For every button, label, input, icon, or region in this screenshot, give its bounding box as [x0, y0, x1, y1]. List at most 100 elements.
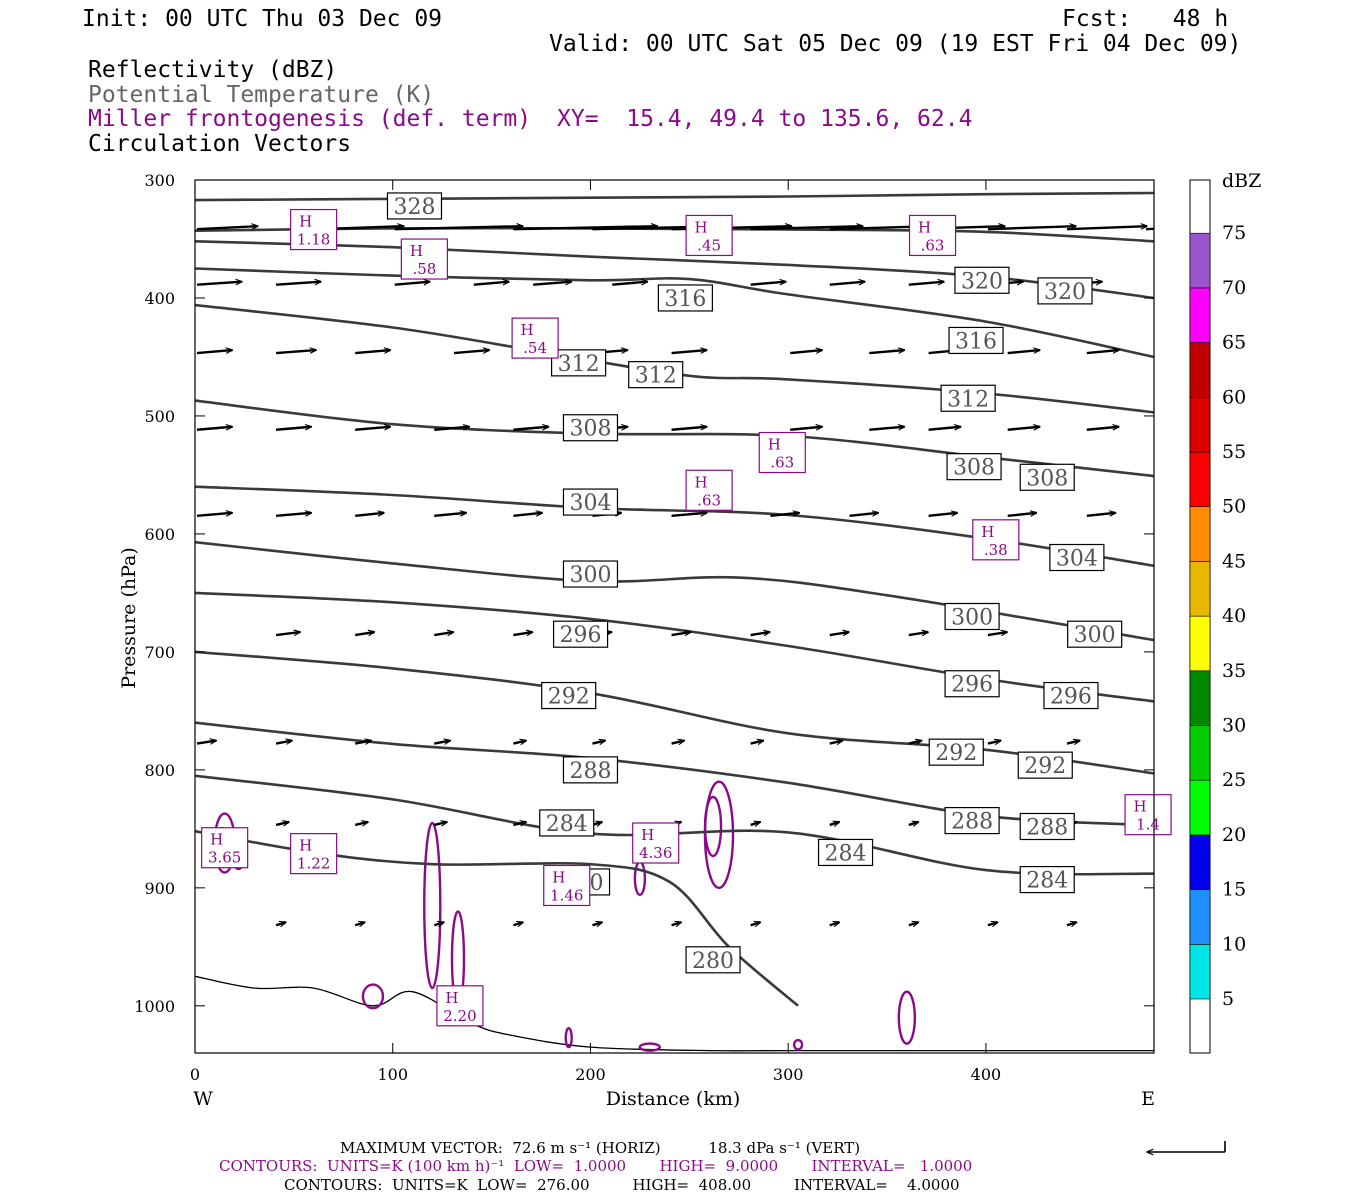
- circulation-vector: [1066, 226, 1147, 231]
- high-label-box: [972, 519, 1020, 561]
- maximum-vector: MAXIMUM VECTOR: 72.6 m s⁻¹ (HORIZ) 18.3 …: [340, 1139, 861, 1157]
- high-value: 1.22: [297, 855, 330, 873]
- contours-theta: CONTOURS: UNITS=K LOW= 276.00 HIGH= 408.…: [284, 1176, 960, 1194]
- colorbar-label: 65: [1222, 332, 1246, 354]
- x-tick-label: 200: [575, 1065, 606, 1084]
- frontogenesis-contour: [361, 983, 385, 1010]
- circulation-vector: [1086, 513, 1116, 518]
- y-tick-label: 600: [144, 525, 175, 544]
- circulation-vector: [869, 350, 904, 355]
- theta-label: 296: [1043, 681, 1099, 710]
- frontogenesis-high: H.63: [908, 214, 957, 257]
- theta-contour-312: [195, 303, 1154, 414]
- frontogenesis-high: H.45: [685, 214, 733, 257]
- high-marker: H: [641, 826, 654, 844]
- high-label-box: [436, 985, 484, 1027]
- y-axis-label: Pressure (hPa): [118, 547, 140, 689]
- circulation-vector: [394, 282, 430, 286]
- theta-label-text: 292: [935, 741, 977, 766]
- theta-label: 284: [539, 809, 595, 837]
- theta-label: 296: [552, 620, 609, 648]
- theta-label-box: [562, 560, 619, 588]
- high-value: .63: [921, 236, 945, 254]
- colorbar: 5 10 15 20 25 30 35 40 45 50 55 60 65 70 75: [1189, 179, 1246, 1054]
- theta-label-text: 296: [1050, 685, 1092, 710]
- forecast-hour: Fcst: 48 h: [1062, 6, 1229, 32]
- high-marker: H: [918, 218, 931, 236]
- circulation-vector: [750, 741, 764, 744]
- theta-label-box: [944, 602, 1000, 631]
- x-tick-label: 0: [190, 1065, 200, 1084]
- theta-label-box: [1019, 463, 1075, 491]
- high-marker: H: [210, 831, 223, 849]
- theta-label-text: 304: [569, 491, 611, 516]
- theta-label: 288: [562, 756, 619, 784]
- high-label-box: [908, 214, 957, 257]
- frontogenesis-contour: [638, 1042, 661, 1052]
- circulation-vector: [513, 427, 548, 431]
- circulation-vector: [750, 632, 770, 635]
- colorbar-swatch: [1189, 287, 1211, 343]
- theta-label: 316: [948, 326, 1004, 354]
- circulation-vector: [196, 350, 232, 355]
- high-marker: H: [981, 523, 994, 541]
- theta-label-text: 300: [1074, 623, 1116, 648]
- high-label-box: [543, 864, 591, 907]
- reference-vector: [1147, 1141, 1226, 1152]
- circulation-vector: [1007, 513, 1037, 518]
- theta-label-box: [946, 453, 1002, 481]
- theta-label-text: 312: [635, 364, 677, 389]
- circulation-vector: [275, 513, 311, 518]
- theta-label-text: 320: [1044, 280, 1086, 305]
- circulation-vector: [1086, 427, 1119, 431]
- circulation-vector: [196, 226, 258, 231]
- circulation-vector: [513, 513, 542, 518]
- theta-label: 320: [1037, 277, 1093, 305]
- circulation-vector: [750, 822, 761, 825]
- circulation-vector: [434, 822, 447, 825]
- x-tick-label: 400: [971, 1065, 1002, 1084]
- theta-label-box: [562, 488, 619, 516]
- circulation-vector: [908, 632, 928, 635]
- circulation-vector: [987, 632, 1007, 635]
- theta-label: 316: [657, 284, 713, 312]
- circulation-vector: [770, 513, 799, 518]
- circulation-vector: [355, 350, 390, 355]
- colorbar-label: 70: [1222, 277, 1246, 299]
- high-marker: H: [552, 868, 565, 886]
- y-tick-label: 500: [144, 407, 175, 426]
- frontogenesis-high: H.54: [511, 317, 559, 359]
- plot-frame: [194, 179, 1155, 1054]
- circulation-vector: [196, 427, 232, 431]
- circulation-vector: [513, 632, 532, 635]
- colorbar-swatch: [1189, 670, 1211, 726]
- axes: 300 400 500 600 700 800 900 1000 0 100 200 300 400: [134, 171, 1154, 1084]
- high-value: 4.36: [639, 844, 672, 862]
- high-value: 2.20: [443, 1007, 476, 1025]
- high-label-box: [1124, 794, 1172, 836]
- frontogenesis-high-labels: H1.18H.58H.45H.63H.54H.63H.63H.38H3.65H1…: [201, 208, 1172, 1027]
- theta-label-box: [944, 670, 1000, 698]
- theta-label-text: 280: [692, 949, 734, 974]
- circulation-vector: [1007, 427, 1040, 431]
- colorbar-label: 35: [1222, 660, 1246, 682]
- high-value: .45: [697, 236, 721, 254]
- high-value: 3.65: [208, 849, 241, 867]
- theta-label: 300: [944, 602, 1000, 631]
- x-axis-label: Distance (km): [606, 1088, 741, 1110]
- colorbar-label: 75: [1222, 222, 1246, 244]
- high-label-box: [685, 214, 733, 257]
- theta-label-box: [562, 414, 619, 442]
- high-value: .38: [984, 541, 1008, 559]
- circulation-vector: [928, 513, 958, 518]
- theta-label-text: 328: [393, 195, 435, 220]
- colorbar-swatch: [1189, 396, 1211, 453]
- circulation-vector: [928, 427, 961, 431]
- circulation-vector: [592, 741, 605, 744]
- theta-label: 328: [386, 192, 443, 220]
- circulation-vector: [513, 226, 657, 231]
- colorbar-label: 25: [1222, 769, 1246, 791]
- theta-label: 308: [562, 414, 619, 442]
- theta-label-box: [550, 349, 607, 377]
- theta-contour-280: [195, 829, 799, 1007]
